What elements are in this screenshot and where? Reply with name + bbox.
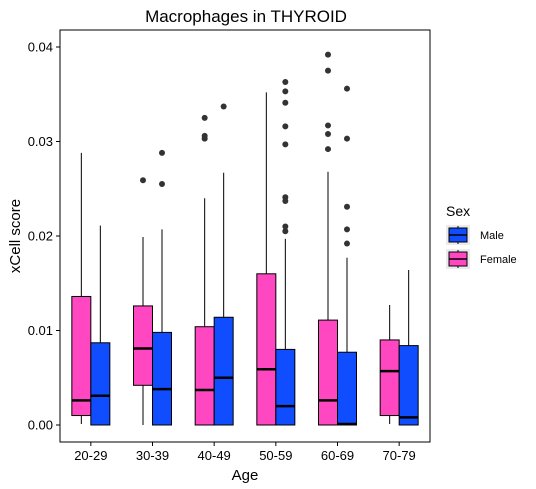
x-axis-title: Age (232, 467, 259, 484)
female-box (256, 273, 277, 426)
male-outlier-point (344, 135, 350, 142)
female-outlier-point (201, 132, 208, 139)
male-outlier-point (282, 223, 289, 230)
y-tick-label: 0.04 (28, 40, 53, 55)
male-outlier-point (220, 103, 227, 110)
legend-label-male: Male (480, 230, 504, 242)
x-axis: 20-29 30-39 40-49 50-59 60-69 70-79 (74, 442, 416, 463)
male-outlier-point (159, 149, 165, 156)
male-box (275, 348, 296, 426)
male-outlier-point (344, 226, 350, 233)
male-box (213, 316, 234, 426)
x-tick-label: 60-69 (321, 448, 354, 463)
legend: Sex Male Female (446, 203, 517, 269)
male-box (90, 342, 111, 426)
male-outlier-point (282, 88, 289, 95)
y-axis: 0.00 0.01 0.02 0.03 0.04 (28, 40, 60, 432)
legend-title: Sex (446, 203, 470, 219)
female-outlier-point (201, 114, 208, 121)
plot-panel (59, 29, 431, 443)
female-outlier-point (325, 130, 331, 137)
x-tick-label: 30-39 (136, 448, 169, 463)
male-outlier-point (344, 240, 350, 247)
y-tick-label: 0.03 (28, 134, 53, 149)
male-box (152, 331, 172, 426)
legend-label-female: Female (480, 254, 517, 266)
box-layer (71, 51, 419, 426)
x-tick-label: 50-59 (259, 448, 292, 463)
y-tick-label: 0.01 (28, 323, 53, 338)
male-outlier-point (282, 228, 289, 235)
x-tick-label: 40-49 (198, 448, 231, 463)
x-tick-label: 20-29 (74, 448, 107, 463)
male-outlier-point (282, 99, 289, 106)
female-outlier-point (325, 146, 331, 153)
y-tick-label: 0.00 (28, 417, 53, 432)
chart-title: Macrophages in THYROID (145, 7, 347, 26)
female-box (71, 295, 92, 417)
female-box (133, 305, 153, 386)
male-outlier-point (282, 123, 289, 130)
female-outlier-point (325, 122, 331, 129)
female-outlier-point (325, 67, 331, 74)
x-tick-label: 70-79 (383, 448, 416, 463)
male-outlier-point (282, 78, 289, 85)
female-box (379, 339, 400, 417)
male-outlier-point (344, 85, 350, 92)
male-outlier-point (159, 181, 165, 188)
y-axis-title: xCell score (7, 199, 24, 273)
female-outlier-point (325, 51, 331, 58)
female-box (194, 326, 215, 426)
y-tick-label: 0.02 (28, 229, 53, 244)
male-outlier-point (282, 194, 289, 201)
male-outlier-point (344, 203, 350, 210)
male-box (398, 345, 419, 426)
female-box (318, 319, 338, 426)
male-box (337, 351, 357, 426)
female-outlier-point (140, 177, 146, 184)
male-outlier-point (282, 141, 289, 148)
